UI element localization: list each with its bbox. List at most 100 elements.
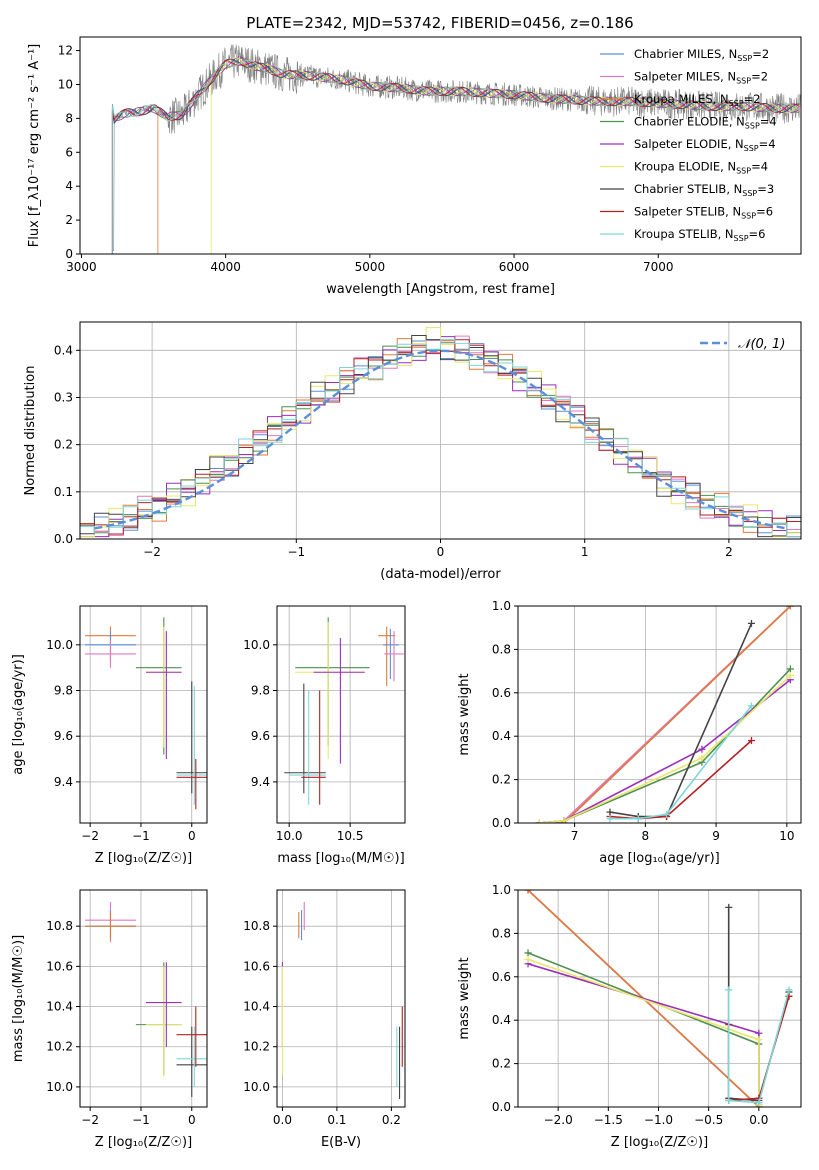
series-marker [747, 619, 755, 627]
errorbar-point [384, 631, 404, 682]
errorbar-point [301, 690, 326, 805]
errorbar-point [146, 962, 182, 1047]
x-tick-label: 6000 [499, 260, 530, 274]
y-tick-label: 0.0 [54, 532, 73, 546]
mass-weight-series [606, 619, 755, 820]
x-tick-label: −2.0 [544, 1113, 573, 1127]
errorbar-point [176, 759, 207, 810]
series-line [527, 958, 760, 1105]
x-tick-label: 0.0 [273, 1113, 292, 1127]
series-marker [524, 949, 532, 957]
x-tick-label: 5000 [355, 260, 386, 274]
axes-frame [517, 605, 802, 824]
x-axis-label: Z [log₁₀(Z/Z☉)] [95, 851, 192, 866]
axes-frame [276, 889, 406, 1108]
legend-entry: Chabrier STELIB, NSSP=3 [634, 182, 774, 198]
mass-vs-metallicity-panel: −2 −1 0 10.0 10.2 10.4 10.6 10.8 Z [log₁₀(Z/Z☉)]… [11, 889, 208, 1150]
legend-entry: 𝒩(0, 1) [738, 337, 785, 352]
x-tick-label: 1 [581, 545, 589, 559]
series-marker [786, 606, 794, 610]
x-axis-label: age [log₁₀(age/yr)] [599, 851, 720, 866]
figure-title: PLATE=2342, MJD=53742, FIBERID=0456, z=0… [246, 14, 633, 32]
series-marker [725, 1096, 733, 1104]
axes-frame [79, 36, 802, 255]
series-line [610, 705, 753, 820]
x-tick-label: −0.5 [694, 1113, 723, 1127]
legend-entry: Salpeter ELODIE, NSSP=4 [634, 137, 776, 153]
errorbar-point [289, 690, 326, 805]
mass-vs-extinction-panel: 0.0 0.1 0.2 10.0 10.2 10.4 10.6 10.8 E(B-V) [243, 889, 406, 1150]
x-tick-label: 7000 [643, 260, 674, 274]
series-marker [755, 1029, 763, 1037]
plot-area [284, 617, 404, 805]
y-tick-label: 9.8 [251, 684, 270, 698]
x-tick-label: 10 [779, 829, 794, 843]
y-tick-label: 1.0 [492, 883, 511, 897]
mass-weight-series [535, 671, 794, 823]
y-tick-label: 0.4 [492, 729, 511, 743]
x-tick-label: 0 [437, 545, 445, 559]
y-tick-label: 0.0 [492, 1100, 511, 1114]
errorbar-point [176, 685, 207, 805]
series-line [539, 606, 791, 823]
plot-area [281, 902, 403, 1099]
x-tick-label: −2 [81, 1113, 99, 1127]
series-marker [747, 737, 755, 745]
errorbar-point [378, 626, 396, 686]
y-tick-label: 8 [65, 111, 73, 125]
y-tick-label: 10.8 [243, 919, 270, 933]
y-tick-label: 0.1 [54, 485, 73, 499]
plot-area [111, 44, 801, 254]
series-line [539, 679, 791, 823]
plot-area [85, 617, 207, 810]
x-axis-label: mass [log₁₀(M/M☉)] [277, 851, 404, 866]
legend-entry: Chabrier MILES, NSSP=2 [634, 47, 769, 63]
plot-area [524, 890, 793, 1107]
errorbar-point [135, 617, 182, 755]
errorbar-point [313, 637, 365, 764]
x-axis-label: Z [log₁₀(Z/Z☉)] [611, 1135, 708, 1150]
y-axis-label: age [log₁₀(age/yr)] [11, 654, 26, 775]
y-tick-label: 10.8 [46, 919, 73, 933]
residual-histogram-panel: −2 −1 0 1 2 0.0 0.1 0.2 0.3 0.4 (data-model)/error… [23, 321, 802, 582]
mass-weight-series [725, 986, 793, 1107]
y-tick-label: 0.0 [492, 816, 511, 830]
errorbar-point [176, 681, 207, 794]
histogram-step [80, 338, 801, 539]
x-tick-label: −2 [81, 829, 99, 843]
x-tick-label: 0 [188, 829, 196, 843]
x-axis-label: Z [log₁₀(Z/Z☉)] [95, 1135, 192, 1150]
y-tick-label: 0 [65, 247, 73, 261]
series-line [539, 606, 791, 823]
y-axis-label: mass weight [457, 957, 472, 1039]
axes-frame [276, 605, 406, 824]
y-axis-label: Flux [f_λ10⁻¹⁷ erg cm⁻² s⁻¹ A⁻¹] [27, 44, 42, 248]
spectrum-panel: 3000 4000 5000 6000 7000 0 2 4 6 8 10 12 wavelength … [27, 36, 802, 297]
mass-weight-vs-age-panel: 7 8 9 10 0.0 0.2 0.4 0.6 0.8 1.0 age [log₁₀(age/yr… [457, 599, 802, 866]
x-tick-label: 10.5 [337, 829, 364, 843]
x-tick-label: −1.5 [594, 1113, 623, 1127]
x-axis-label: wavelength [Angstrom, rest frame] [326, 282, 555, 297]
series-marker [747, 702, 755, 710]
y-tick-label: 10 [58, 77, 73, 91]
y-tick-label: 0.4 [492, 1013, 511, 1027]
y-tick-label: 10.0 [46, 1080, 73, 1094]
series-line [539, 674, 791, 823]
errorbar-point [176, 1026, 207, 1097]
x-tick-label: −2 [143, 545, 161, 559]
y-tick-label: 1.0 [492, 599, 511, 613]
axes-frame [79, 605, 208, 824]
y-tick-label: 0.2 [492, 773, 511, 787]
legend-entry: Kroupa MILES, NSSP=2 [634, 92, 760, 108]
series-marker [725, 986, 733, 994]
mass-weight-series [606, 702, 755, 823]
legend-entry: Salpeter MILES, NSSP=2 [634, 70, 768, 86]
y-tick-label: 9.6 [251, 729, 270, 743]
y-tick-label: 0.2 [492, 1057, 511, 1071]
x-axis-label: (data-model)/error [380, 567, 501, 582]
errorbar-point [135, 962, 182, 1075]
y-tick-label: 10.2 [46, 1040, 73, 1054]
y-tick-label: 10.6 [46, 959, 73, 973]
series-line [609, 623, 753, 818]
